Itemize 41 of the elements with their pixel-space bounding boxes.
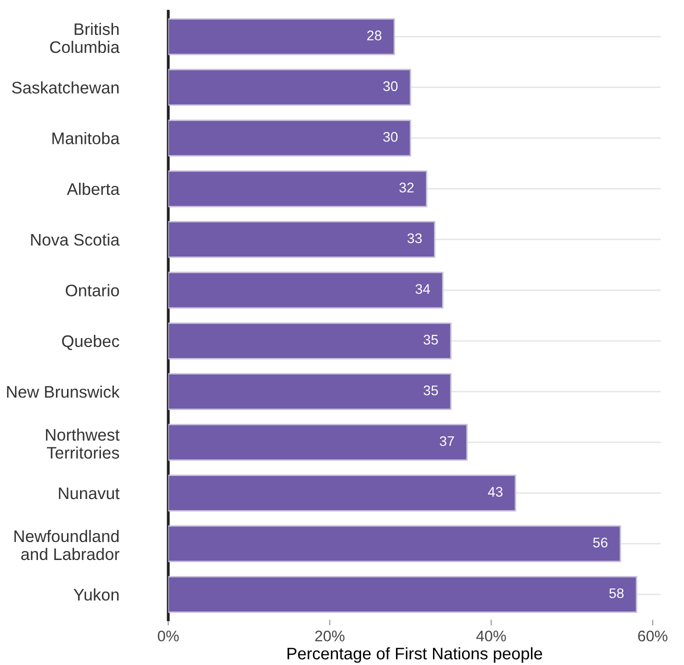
bar: [168, 474, 516, 512]
data-label: 30: [383, 81, 398, 92]
bar: [168, 272, 444, 309]
bar: [168, 221, 436, 258]
y-tick-label: Newfoundland and Labrador: [14, 530, 120, 560]
bar: [168, 424, 468, 461]
x-tick-label: 60%: [638, 630, 668, 642]
data-label: 33: [407, 233, 422, 244]
x-tick-label: 0%: [158, 630, 179, 642]
data-label: 34: [416, 284, 430, 294]
data-label: 35: [424, 334, 438, 345]
data-label: 56: [593, 538, 608, 548]
bar: [168, 170, 428, 208]
y-tick-label: Alberta: [66, 182, 120, 195]
y-tick-label: New Brunswick: [7, 386, 120, 398]
data-label: 32: [399, 182, 414, 193]
bar: [168, 120, 412, 157]
data-label: 43: [488, 486, 502, 497]
data-label: 37: [440, 436, 454, 446]
data-label: 30: [383, 132, 398, 142]
bar: [168, 525, 622, 562]
x-tick-label: 40%: [476, 630, 506, 642]
y-tick-label: Saskatchewan: [12, 81, 119, 94]
y-tick-label: British Columbia: [50, 22, 120, 54]
data-label: 35: [424, 385, 438, 396]
bar: [168, 373, 452, 410]
x-axis-title: Percentage of First Nations people: [288, 647, 542, 663]
y-tick-label: Ontario: [66, 284, 119, 296]
bar: [168, 18, 396, 56]
y-tick-label: Northwest Territories: [46, 428, 120, 459]
y-tick-label: Nova Scotia: [31, 233, 120, 246]
y-tick-label: Yukon: [74, 588, 119, 601]
data-label: 58: [609, 588, 624, 598]
x-tick-label: 20%: [315, 630, 344, 642]
bar: [168, 68, 412, 106]
y-tick-label: Manitoba: [52, 132, 120, 144]
y-tick-label: Quebec: [62, 334, 120, 350]
y-tick-label: Nunavut: [58, 488, 120, 500]
bar: [168, 322, 452, 360]
data-label: 28: [367, 30, 382, 40]
bar: [168, 576, 638, 613]
